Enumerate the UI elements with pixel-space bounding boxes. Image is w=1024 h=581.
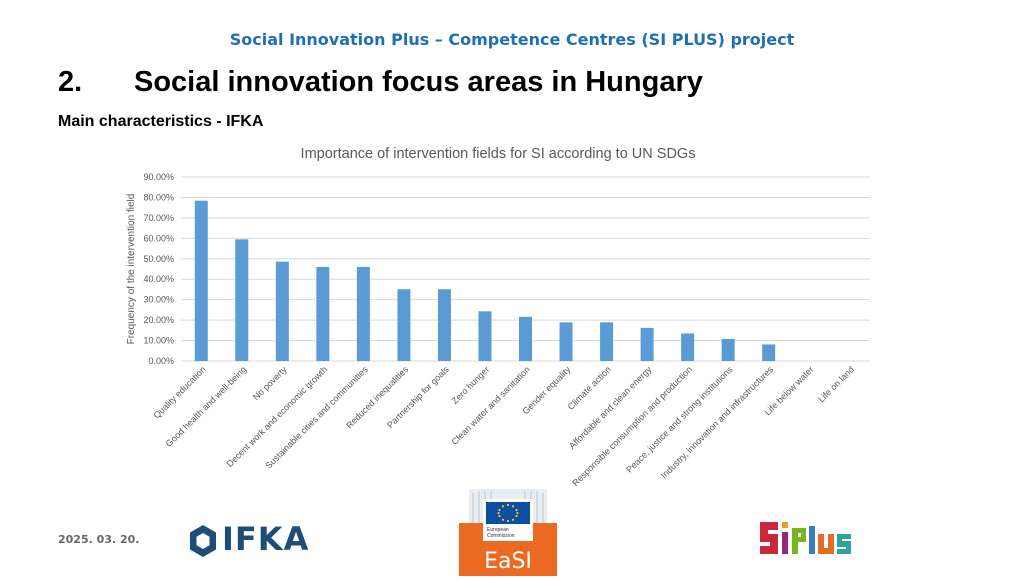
y-tick-label: 10.00%	[143, 336, 174, 346]
bar	[478, 311, 492, 361]
y-axis-ticks: 0.00% 10.00% 20.00% 30.00% 40.00% 50.00% 60.00…	[143, 172, 174, 366]
y-tick-label: 80.00%	[143, 192, 174, 202]
y-tick-label: 60.00%	[143, 233, 174, 243]
bar	[275, 261, 289, 361]
bar	[600, 322, 614, 361]
bar	[235, 239, 249, 361]
x-tick-label: Good health and well-being	[164, 364, 249, 449]
bar	[721, 338, 735, 361]
bar	[316, 266, 330, 361]
ifka-logo-text: IFKA	[222, 520, 310, 558]
project-title: Social Innovation Plus – Competence Cent…	[229, 30, 795, 49]
bar	[519, 316, 532, 361]
section-heading: 2. Social innovation focus areas in Hunga…	[58, 66, 703, 99]
siplus-logo	[758, 518, 853, 560]
x-tick-label: Life on land	[816, 364, 856, 404]
bar	[640, 327, 654, 361]
bar	[356, 266, 370, 361]
y-tick-label: 90.00%	[143, 172, 174, 182]
x-tick-label: Clean water and sanitation	[449, 364, 531, 446]
easi-logo: European Commission EaSI	[459, 487, 557, 576]
x-tick-label: No poverty	[251, 364, 289, 402]
section-number: 2.	[58, 66, 83, 98]
chart-bars	[194, 200, 776, 361]
bar	[681, 333, 695, 361]
y-tick-label: 0.00%	[148, 356, 174, 366]
bar	[559, 322, 573, 361]
ec-label-line2: Commission	[487, 533, 515, 539]
bar	[194, 200, 208, 361]
bar	[762, 344, 776, 361]
y-tick-label: 40.00%	[143, 274, 174, 284]
siplus-logo-graphic	[760, 522, 851, 554]
y-tick-label: 20.00%	[143, 315, 174, 325]
bar	[437, 289, 451, 361]
section-subtitle: Main characteristics - IFKA	[58, 113, 264, 130]
ec-label-line1: European	[487, 527, 509, 533]
x-tick-label: Zero hunger	[450, 364, 492, 406]
y-tick-label: 30.00%	[143, 295, 174, 305]
bar	[397, 289, 411, 361]
y-tick-label: 70.00%	[143, 213, 174, 223]
ifka-hexagon-icon	[190, 525, 216, 557]
chart-title-wrap: Importance of intervention fields for SI…	[0, 146, 1024, 162]
easi-logo-text: EaSI	[484, 549, 532, 574]
easi-logo-graphic: European Commission EaSI	[459, 489, 557, 576]
section-title: Social innovation focus areas in Hungary	[134, 66, 703, 98]
chart-title: Importance of intervention fields for SI…	[300, 146, 696, 162]
footer-date: 2025. 03. 20.	[58, 533, 140, 546]
x-tick-label: Affordable and clean energy	[567, 364, 654, 451]
y-axis-label: Frequency of the intervention field	[126, 194, 137, 345]
ifka-logo: IFKA	[188, 520, 318, 560]
y-tick-label: 50.00%	[143, 254, 174, 264]
